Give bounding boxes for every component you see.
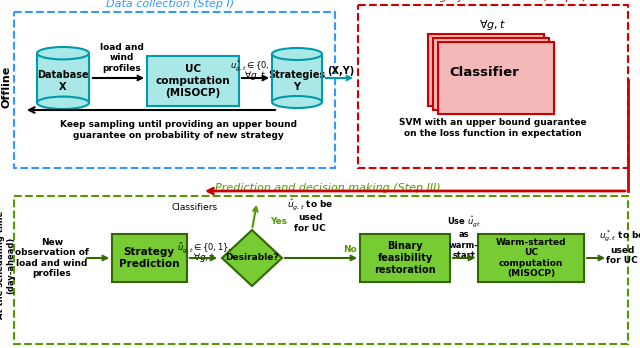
Text: $\forall g,t$: $\forall g,t$	[244, 69, 266, 81]
Text: Desirable?: Desirable?	[225, 253, 279, 262]
Bar	[478, 234, 584, 282]
Text: Yes: Yes	[270, 218, 287, 227]
Text: $\forall g,t$: $\forall g,t$	[193, 251, 215, 263]
Text: Use $\hat{u}_{gt}$
as
warm-
start: Use $\hat{u}_{gt}$ as warm- start	[447, 214, 481, 260]
Ellipse shape	[37, 97, 89, 109]
Text: $u^*_{g,t}\in\{0,1\},$: $u^*_{g,t}\in\{0,1\},$	[230, 58, 284, 74]
Ellipse shape	[37, 47, 89, 60]
Text: $u^*_{g,t}$ to be
used
for UC: $u^*_{g,t}$ to be used for UC	[599, 229, 640, 265]
Bar	[37, 53, 89, 103]
Text: Warm-started
UC
computation
(MISOCP): Warm-started UC computation (MISOCP)	[496, 238, 566, 278]
Text: Data collection (Step I): Data collection (Step I)	[106, 0, 234, 9]
Bar	[428, 34, 544, 106]
Bar	[147, 56, 239, 106]
Bar	[438, 42, 554, 114]
Text: At the scheduling time
(day-ahead): At the scheduling time (day-ahead)	[0, 211, 16, 319]
Text: Keep sampling until providing an upper bound
guarantee on probability of new str: Keep sampling until providing an upper b…	[60, 120, 296, 140]
Text: Strategy
Prediction: Strategy Prediction	[119, 247, 179, 269]
Text: Database
X: Database X	[37, 70, 89, 92]
Text: Classifiers: Classifiers	[172, 203, 218, 212]
Text: UC
computation
(MISOCP): UC computation (MISOCP)	[156, 64, 230, 97]
Bar	[272, 54, 322, 102]
Text: No: No	[343, 245, 357, 254]
Text: $\tilde{u}_{g,t}\in\{0,1\},$: $\tilde{u}_{g,t}\in\{0,1\},$	[177, 241, 231, 255]
Text: Prediction and decision making (Step III): Prediction and decision making (Step III…	[215, 183, 441, 193]
Text: Strategies
Y: Strategies Y	[268, 70, 326, 92]
Text: New
observation of
load and wind
profiles: New observation of load and wind profile…	[15, 238, 89, 278]
Text: (X,Y): (X,Y)	[328, 66, 355, 76]
Bar	[433, 38, 549, 110]
Ellipse shape	[272, 96, 322, 108]
Bar	[14, 196, 628, 344]
Bar	[358, 5, 628, 168]
Bar	[14, 12, 335, 168]
Text: Binary
feasibility
restoration: Binary feasibility restoration	[374, 242, 436, 275]
Ellipse shape	[272, 48, 322, 60]
Text: Learning by classification (Step II): Learning by classification (Step II)	[398, 0, 588, 2]
Text: load and
wind
profiles: load and wind profiles	[100, 43, 144, 73]
Text: $\hat{u}_{g,t}$ to be
used
for UC: $\hat{u}_{g,t}$ to be used for UC	[287, 197, 333, 233]
Polygon shape	[222, 230, 282, 286]
Text: $\forall g,t$: $\forall g,t$	[479, 16, 506, 32]
Bar	[360, 234, 450, 282]
Text: SVM with an upper bound guarantee
on the loss function in expectation: SVM with an upper bound guarantee on the…	[399, 118, 587, 138]
Bar	[112, 234, 187, 282]
Text: Classifier: Classifier	[449, 65, 519, 79]
Text: Offline: Offline	[1, 66, 11, 108]
